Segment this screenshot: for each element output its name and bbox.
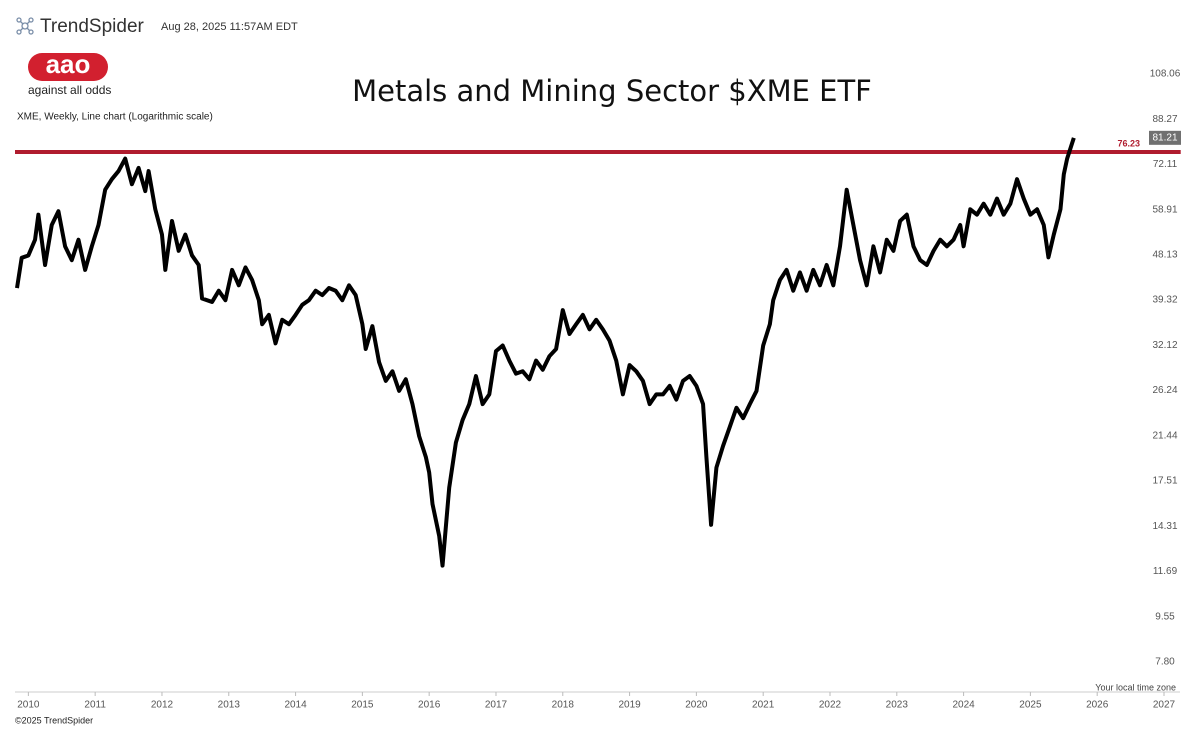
x-tick-label: 2012 — [151, 700, 174, 711]
x-tick-label: 2013 — [218, 700, 241, 711]
timezone-note: Your local time zone — [1095, 682, 1176, 692]
y-tick-label: 11.69 — [1153, 566, 1178, 577]
x-tick-label: 2010 — [17, 700, 40, 711]
x-tick-label: 2011 — [84, 700, 106, 711]
y-tick-label: 58.91 — [1152, 204, 1177, 215]
y-tick-label: 14.31 — [1152, 521, 1177, 532]
y-tick-label: 108.06 — [1150, 69, 1181, 80]
reference-label: 76.23 — [1117, 138, 1140, 148]
brand-icon — [16, 17, 34, 35]
logo: aao — [46, 49, 91, 79]
y-tick-label: 21.44 — [1152, 430, 1177, 441]
x-tick-label: 2015 — [351, 700, 374, 711]
y-tick-label: 72.11 — [1153, 159, 1178, 170]
price-line — [15, 137, 1076, 568]
x-tick-label: 2017 — [485, 700, 508, 711]
x-tick-label: 2019 — [618, 700, 641, 711]
x-tick-label: 2021 — [752, 700, 775, 711]
x-tick-label: 2026 — [1086, 700, 1109, 711]
y-tick-label: 88.27 — [1152, 114, 1177, 125]
y-tick-label: 17.51 — [1152, 476, 1177, 487]
x-tick-label: 2016 — [418, 700, 441, 711]
logo-tagline: against all odds — [28, 83, 111, 97]
x-tick-label: 2014 — [284, 700, 307, 711]
copyright: ©2025 TrendSpider — [15, 715, 93, 725]
logo-badge — [28, 53, 108, 81]
x-tick-label: 2018 — [552, 700, 575, 711]
timestamp: Aug 28, 2025 11:57AM EDT — [161, 21, 298, 33]
x-tick-label: 2020 — [685, 700, 708, 711]
x-tick-label: 2025 — [1019, 700, 1042, 711]
y-tick-label: 26.24 — [1152, 385, 1177, 396]
y-tick-label: 39.32 — [1152, 295, 1177, 306]
y-tick-label: 7.80 — [1155, 657, 1175, 668]
brand: TrendSpider — [40, 16, 145, 37]
y-tick-label: 48.13 — [1152, 249, 1177, 260]
chart-subtitle: XME, Weekly, Line chart (Logarithmic sca… — [17, 112, 213, 123]
last-price-label: 81.21 — [1152, 132, 1177, 143]
last-price-box — [1149, 130, 1181, 145]
x-tick-label: 2023 — [886, 700, 909, 711]
y-tick-label: 32.12 — [1152, 340, 1177, 351]
x-tick-label: 2027 — [1153, 700, 1176, 711]
chart-title: Metals and Mining Sector $XME ETF — [352, 74, 872, 108]
x-tick-label: 2024 — [952, 700, 975, 711]
y-tick-label: 9.55 — [1155, 611, 1175, 622]
x-tick-label: 2022 — [819, 700, 842, 711]
